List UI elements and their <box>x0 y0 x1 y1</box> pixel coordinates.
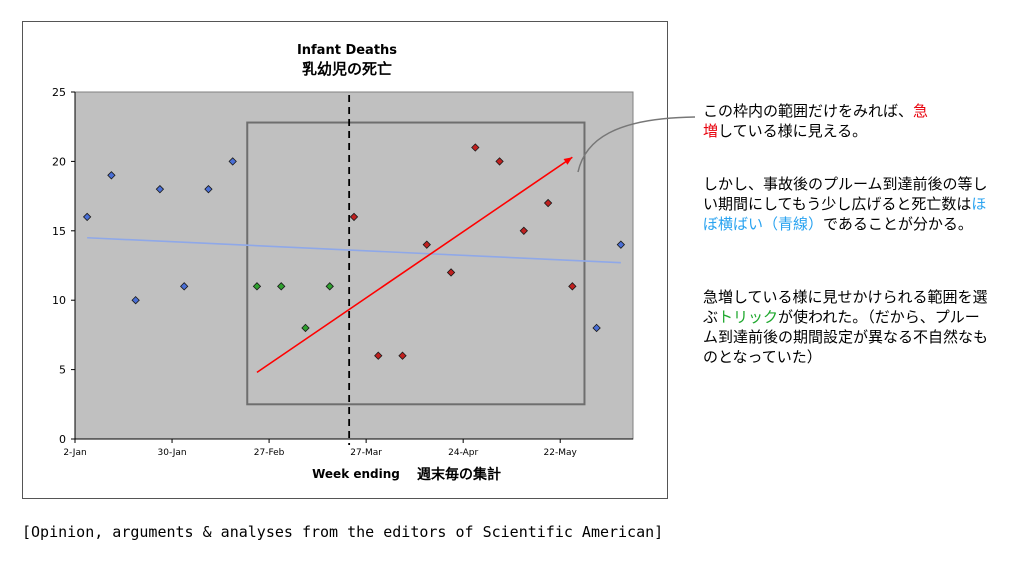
data-point-series-3 <box>374 351 383 360</box>
note-3-highlight: トリック <box>718 308 779 326</box>
note-1-highlight-a: 急 <box>913 102 929 120</box>
data-point-series-1 <box>228 157 237 166</box>
note-1-highlight-b: 増 <box>703 122 719 140</box>
trend-arrowhead <box>563 157 573 165</box>
note-2-highlight: ほぼ横ばい（青線） <box>703 195 987 233</box>
y-tick-label: 10 <box>52 294 66 307</box>
x-tick-label: 27-Mar <box>350 448 382 458</box>
trend-lines <box>87 156 621 374</box>
data-point-series-1 <box>107 171 116 180</box>
x-tick-label: 24-Apr <box>448 448 478 458</box>
data-point-series-2 <box>301 323 310 333</box>
data-point-series-3 <box>446 268 456 277</box>
y-tick-label: 20 <box>52 155 66 168</box>
note-2-text-b: であることが分かる。 <box>823 215 973 233</box>
y-tick-label: 15 <box>52 225 66 238</box>
note-1-text-b: している様に見える。 <box>718 122 868 140</box>
chart-title: Infant Deaths <box>297 43 397 58</box>
y-axis: 0 5 10 15 20 25 <box>52 86 76 446</box>
overlays <box>246 95 586 445</box>
data-point-series-2 <box>277 282 286 291</box>
data-point-series-3 <box>568 282 577 291</box>
data-point-series-3 <box>519 226 528 235</box>
source-caption: [Opinion, arguments & analyses from the … <box>22 523 664 541</box>
data-point-series-1 <box>155 184 165 194</box>
note-paragraph-1: この枠内の範囲だけをみれば、急増している様に見える。 <box>703 101 993 141</box>
note-2-text-a: しかし、事故後のプルーム到達前後の等しい期間にしてもう少し広げると死亡数は <box>703 175 988 213</box>
chart-svg: Infant Deaths 乳幼児の死亡 0 5 10 15 20 25 2-Jan 30-… <box>52 43 634 483</box>
data-points <box>82 143 626 360</box>
y-tick-label: 25 <box>52 86 66 99</box>
trend-line-red <box>256 156 573 374</box>
data-point-series-3 <box>471 143 480 152</box>
plot-area <box>74 91 634 440</box>
trend-line-blue <box>87 236 621 264</box>
data-point-series-3 <box>398 351 407 360</box>
x-axis-label: Week ending <box>312 467 400 481</box>
data-point-series-3 <box>543 198 553 208</box>
data-point-series-3 <box>422 240 431 249</box>
data-point-series-1 <box>592 323 601 333</box>
x-tick-label: 27-Feb <box>254 448 285 458</box>
data-point-series-1 <box>616 240 626 249</box>
note-1-text-a: この枠内の範囲だけをみれば、 <box>703 102 914 120</box>
data-point-series-1 <box>204 184 213 194</box>
y-tick-label: 5 <box>59 364 66 377</box>
data-point-series-1 <box>131 296 140 305</box>
x-axis-label-jp: 週末毎の集計 <box>417 466 501 483</box>
data-point-series-3 <box>495 157 504 166</box>
data-point-series-2 <box>252 282 262 291</box>
chart-subtitle: 乳幼児の死亡 <box>302 60 392 78</box>
chart-frame: Infant Deaths 乳幼児の死亡 0 5 10 15 20 25 2-Jan 30-… <box>22 21 668 499</box>
note-3-text-a: 急増している様に見せかけられる範囲を選ぶ <box>703 288 988 326</box>
data-point-series-1 <box>180 282 189 291</box>
x-tick-label: 2-Jan <box>63 448 86 458</box>
note-paragraph-2: しかし、事故後のプルーム到達前後の等しい期間にしてもう少し広げると死亡数はほぼ横… <box>703 174 991 234</box>
x-tick-label: 22-May <box>544 448 578 458</box>
note-3-text-b: が使われた。（だから、プルーム到達前後の期間設定が異なる不自然なものとなっていた… <box>703 308 989 366</box>
x-axis: 2-Jan 30-Jan 27-Feb 27-Mar 24-Apr 22-May <box>63 438 633 458</box>
y-tick-label: 0 <box>59 433 66 446</box>
data-point-series-2 <box>325 282 334 291</box>
note-paragraph-3: 急増している様に見せかけられる範囲を選ぶトリックが使われた。（だから、プルーム到… <box>703 287 993 367</box>
highlight-box <box>246 121 586 406</box>
x-tick-label: 30-Jan <box>158 448 187 458</box>
data-point-series-3 <box>349 212 359 222</box>
data-point-series-1 <box>82 212 92 222</box>
